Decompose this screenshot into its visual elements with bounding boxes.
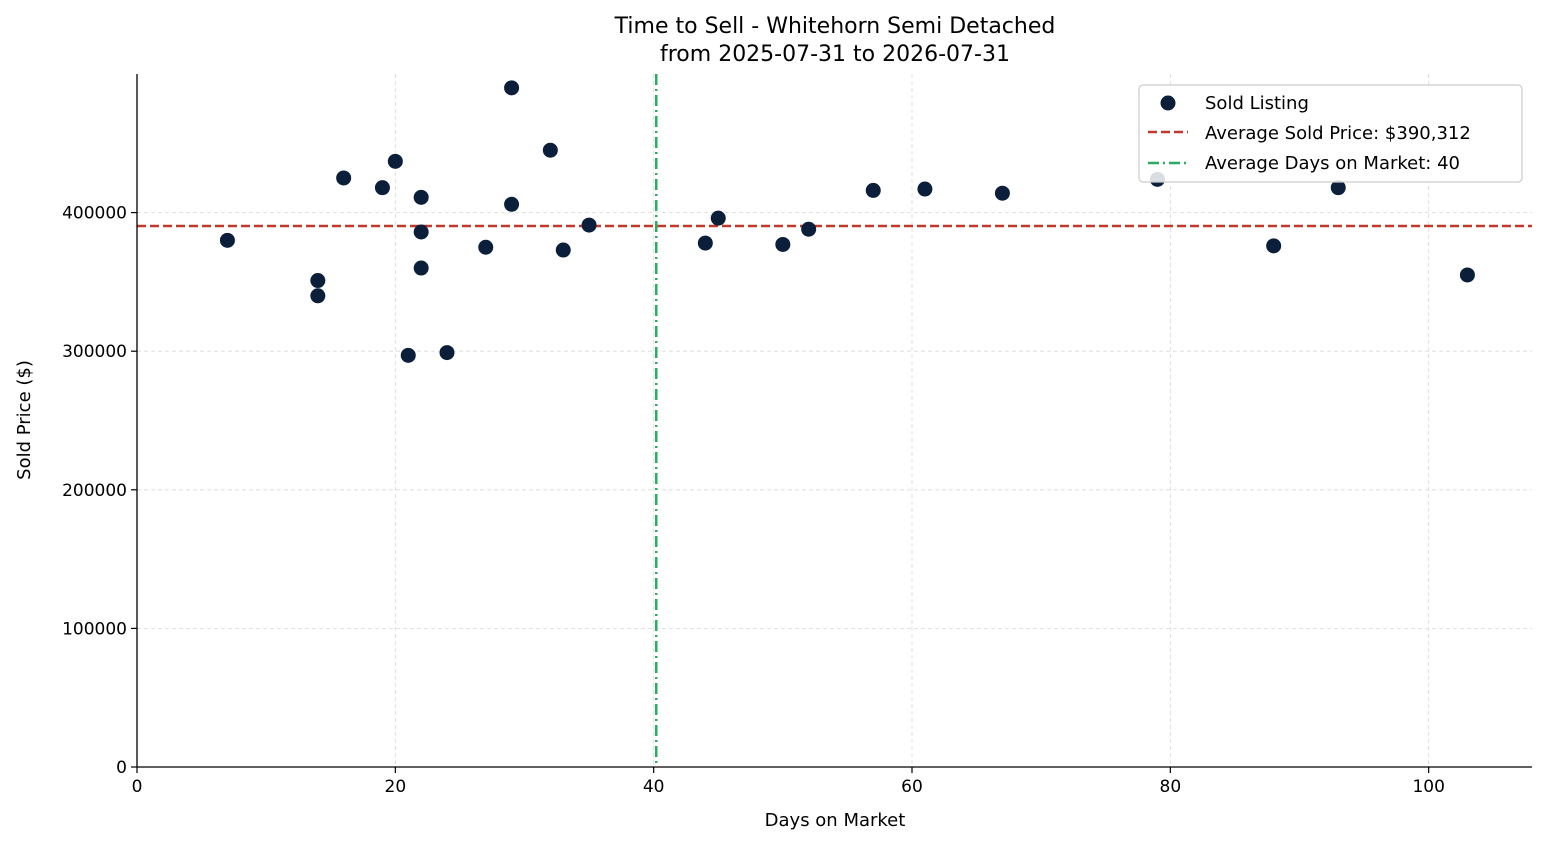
x-axis-label: Days on Market xyxy=(765,810,906,831)
data-point xyxy=(439,345,455,361)
data-points xyxy=(219,80,1475,363)
legend-frame xyxy=(1138,84,1523,183)
legend-marker-sold-listing xyxy=(1160,95,1176,111)
data-point xyxy=(865,182,881,198)
data-point xyxy=(504,80,520,96)
y-tick-label: 400000 xyxy=(62,204,127,224)
data-point xyxy=(1330,180,1346,196)
y-tick-label: 300000 xyxy=(62,342,127,362)
y-axis-label: Sold Price ($) xyxy=(14,360,35,480)
chart-title: Time to Sell - Whitehorn Semi Detached xyxy=(614,14,1056,39)
data-point xyxy=(917,181,933,197)
legend: Sold Listing Average Sold Price: $390,31… xyxy=(1138,84,1523,183)
data-point xyxy=(994,185,1010,201)
legend-label-avg-days: Average Days on Market: 40 xyxy=(1205,153,1460,174)
data-point xyxy=(400,347,416,363)
x-tick-label: 100 xyxy=(1412,777,1444,797)
data-point xyxy=(710,210,726,226)
chart-subtitle: from 2025-07-31 to 2026-07-31 xyxy=(660,42,1010,67)
legend-label-sold-listing: Sold Listing xyxy=(1205,93,1309,114)
data-point xyxy=(413,260,429,276)
x-tick-label: 40 xyxy=(643,777,665,797)
reference-lines xyxy=(137,74,1532,767)
y-tick-label: 200000 xyxy=(62,481,127,501)
x-tick-label: 0 xyxy=(132,777,143,797)
data-point xyxy=(478,239,494,255)
data-point xyxy=(387,153,403,169)
data-point xyxy=(1266,238,1282,254)
data-point xyxy=(310,288,326,304)
y-tick-label: 0 xyxy=(116,758,127,778)
x-tick-label: 60 xyxy=(901,777,923,797)
data-point xyxy=(775,236,791,252)
grid-lines xyxy=(137,74,1532,767)
data-point xyxy=(555,242,571,258)
data-point xyxy=(1459,267,1475,283)
y-tick-label: 100000 xyxy=(62,619,127,639)
data-point xyxy=(581,217,597,233)
data-point xyxy=(801,221,817,237)
x-tick-label: 20 xyxy=(385,777,407,797)
data-point xyxy=(697,235,713,251)
data-point xyxy=(374,180,390,196)
data-point xyxy=(413,224,429,240)
data-point xyxy=(542,142,558,158)
data-point xyxy=(310,273,326,289)
legend-label-avg-price: Average Sold Price: $390,312 xyxy=(1205,123,1471,144)
data-point xyxy=(336,170,352,186)
axes: 0 20 40 60 80 100 0 100000 200000 300000 400000 xyxy=(62,74,1532,797)
data-point xyxy=(413,189,429,205)
data-point xyxy=(504,196,520,212)
x-tick-label: 80 xyxy=(1160,777,1182,797)
data-point xyxy=(219,232,235,248)
